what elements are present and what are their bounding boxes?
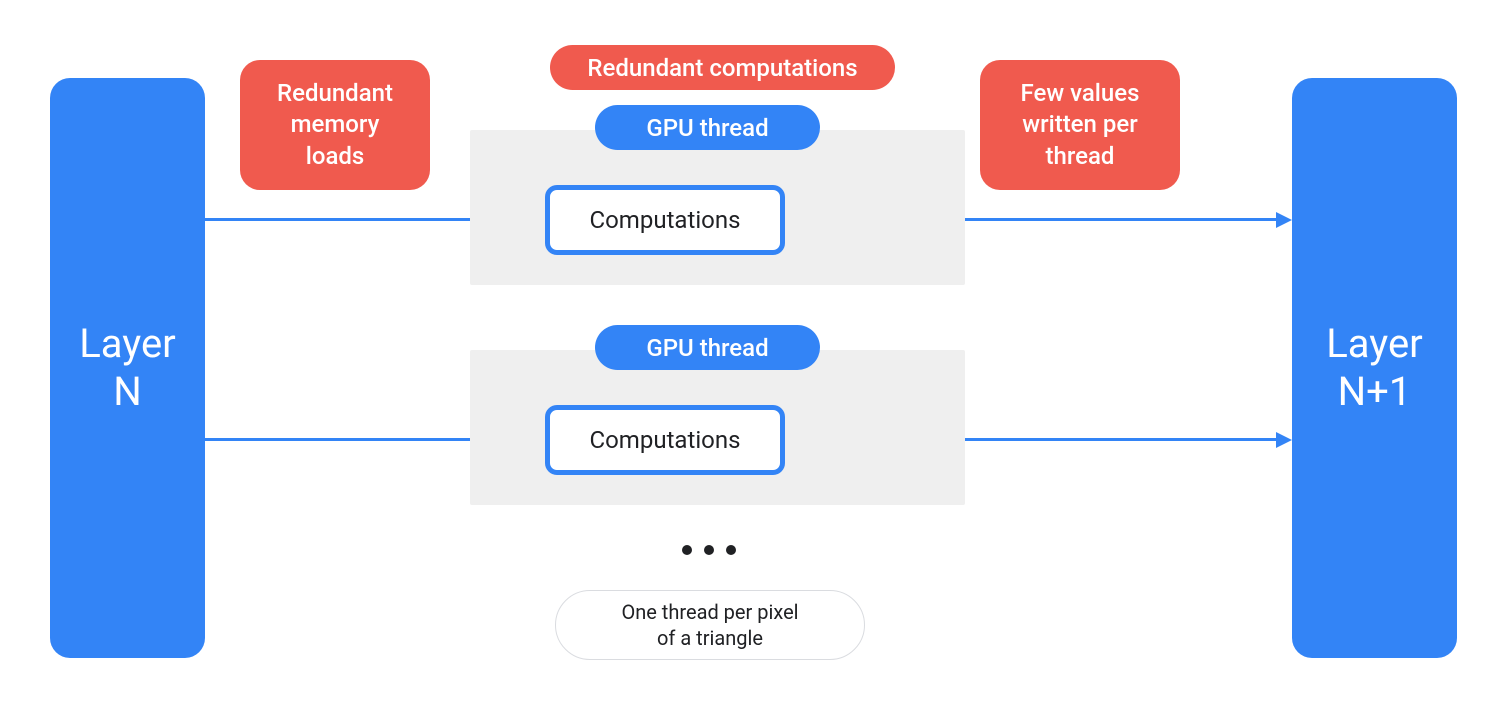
layer-n-label: LayerN [79,320,175,416]
thread-1-comp: Computations [545,185,785,255]
dot-2 [704,545,714,555]
caption-label: One thread per pixelof a triangle [621,599,798,651]
callout-few-values-label: Few valueswritten perthread [1021,78,1140,172]
arrow-4-head [1276,432,1292,448]
diagram-canvas: LayerN LayerN+1 Redundantmemoryloads Few… [0,0,1502,706]
thread-2-pill: GPU thread [595,325,820,370]
layer-n1-box: LayerN+1 [1292,78,1457,658]
ellipsis-dots [682,545,736,555]
pill-redundant-computations-label: Redundant computations [587,54,857,82]
thread-1-comp-label: Computations [590,206,741,234]
callout-redundant-memory: Redundantmemoryloads [240,60,430,190]
dot-1 [682,545,692,555]
thread-1-pill: GPU thread [595,105,820,150]
callout-redundant-memory-label: Redundantmemoryloads [277,78,393,172]
thread-2-pill-label: GPU thread [646,334,768,362]
layer-n-box: LayerN [50,78,205,658]
thread-1-pill-label: GPU thread [646,114,768,142]
dot-3 [726,545,736,555]
arrow-2-head [1276,212,1292,228]
pill-redundant-computations: Redundant computations [550,45,895,90]
layer-n1-label: LayerN+1 [1326,320,1422,416]
callout-few-values: Few valueswritten perthread [980,60,1180,190]
thread-2-comp: Computations [545,405,785,475]
caption-pill: One thread per pixelof a triangle [555,590,865,660]
thread-2-comp-label: Computations [590,426,741,454]
